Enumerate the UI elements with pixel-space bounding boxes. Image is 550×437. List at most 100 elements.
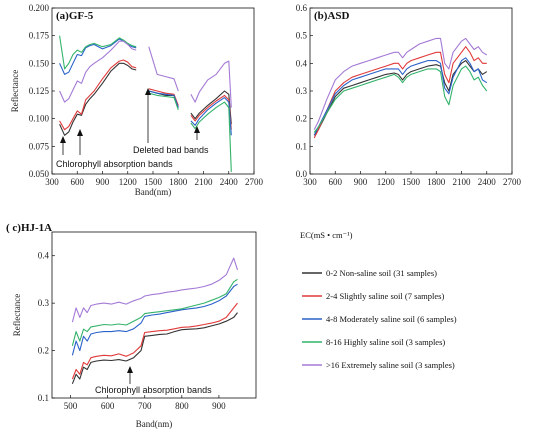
series-line <box>59 40 137 103</box>
x-tick-label: 500 <box>64 401 78 411</box>
x-tick-label: 300 <box>303 177 317 187</box>
series-line <box>190 97 232 136</box>
y-tick-label: 0.2 <box>296 114 307 124</box>
y-tick-label: 0.175 <box>29 31 50 41</box>
y-tick-label: 0.075 <box>29 141 50 151</box>
legend-label: 2-4 Slightly saline soil (7 samples) <box>326 291 444 301</box>
series-line <box>71 278 238 346</box>
panel-asd-title: (b)ASD <box>314 10 350 22</box>
y-tick-label: 0.200 <box>29 3 50 13</box>
chlorophyll-label-gf5: Chlorophyll absorption bands <box>56 159 173 169</box>
panel-hj1a: ( c)HJ-1A Reflectance Band(nm) 500 600 700… <box>6 222 257 429</box>
series-line <box>190 101 232 172</box>
x-tick-label: 1200 <box>119 177 138 187</box>
chlorophyll-annotation-hj1a: Chlorophyll absorption bands <box>95 366 212 395</box>
y-tick-label: 0.3 <box>38 298 50 308</box>
chlorophyll-annotation-gf5: Chlorophyll absorption bands <box>56 129 173 169</box>
series-line <box>190 90 232 125</box>
panel-gf5-xlabel: Band(nm) <box>135 187 172 197</box>
x-tick-label: 1800 <box>427 177 446 187</box>
series-line <box>71 312 238 384</box>
series-line <box>313 60 488 136</box>
y-tick-label: 0.4 <box>38 251 50 261</box>
series-line <box>59 59 137 131</box>
deleted-bands-annotation: Deleted bad bands <box>133 88 209 155</box>
panel-hj1a-xlabel: Band(nm) <box>136 419 173 429</box>
series-line <box>190 60 232 108</box>
legend-title: EC(mS • cm⁻¹) <box>300 230 353 240</box>
x-tick-label: 600 <box>329 177 343 187</box>
y-tick-label: 0.150 <box>29 58 50 68</box>
legend-label: 4-8 Moderately saline soil (6 samples) <box>326 314 457 324</box>
legend: EC(mS • cm⁻¹) 0-2 Non-saline soil (31 sa… <box>300 230 457 370</box>
y-tick-label: 0.0 <box>296 169 308 179</box>
y-tick-label: 0.1 <box>38 393 49 403</box>
panel-gf5-series <box>59 35 232 172</box>
x-tick-label: 1200 <box>377 177 396 187</box>
chlorophyll-arrowhead-hj1a <box>127 366 133 373</box>
series-line <box>313 65 488 133</box>
panel-gf5: (a)GF-5 Reflectance Band(nm) 300 600 900 12… <box>10 3 264 197</box>
x-tick-label: 600 <box>71 177 85 187</box>
panel-asd: (b)ASD 300 600 900 1200 1500 1800 2100 2400 2700… <box>296 3 522 187</box>
x-tick-label: 700 <box>138 401 152 411</box>
panel-gf5-ticks: 300 600 900 1200 1500 1800 2100 2400 2700 0.050 0.… <box>29 3 264 187</box>
x-tick-label: 1800 <box>169 177 188 187</box>
y-tick-label: 0.5 <box>296 31 308 41</box>
panel-hj1a-ticks: 500 600 700 800 900 0.1 0.2 0.3 0.4 <box>38 251 226 411</box>
y-tick-label: 0.100 <box>29 114 50 124</box>
panel-hj1a-frame <box>51 231 257 399</box>
x-tick-label: 2100 <box>453 177 472 187</box>
chlorophyll-arrowhead-right <box>77 129 83 136</box>
x-tick-label: 800 <box>175 401 189 411</box>
legend-items: 0-2 Non-saline soil (31 samples) 2-4 Slig… <box>302 268 457 370</box>
panel-asd-series <box>313 37 488 139</box>
x-tick-label: 600 <box>101 401 115 411</box>
x-tick-label: 1500 <box>402 177 421 187</box>
x-tick-label: 900 <box>354 177 368 187</box>
chlorophyll-label-hj1a: Chlorophyll absorption bands <box>95 385 212 395</box>
x-tick-label: 900 <box>96 177 110 187</box>
series-line <box>71 302 238 380</box>
panel-gf5-ylabel: Reflectance <box>10 70 20 112</box>
x-tick-label: 300 <box>45 177 59 187</box>
series-line <box>148 46 179 92</box>
x-tick-label: 900 <box>212 401 226 411</box>
series-line <box>148 90 179 108</box>
y-tick-label: 0.3 <box>296 86 308 96</box>
y-tick-label: 0.6 <box>296 3 308 13</box>
panel-hj1a-series <box>71 257 239 384</box>
series-line <box>313 37 488 130</box>
panel-hj1a-title: ( c)HJ-1A <box>6 222 52 234</box>
panel-asd-ticks: 300 600 900 1200 1500 1800 2100 2400 2700 0.0 0.1 0… <box>296 3 522 187</box>
deleted-bands-arrowhead-2 <box>194 126 200 133</box>
deleted-bands-label: Deleted bad bands <box>133 145 209 155</box>
series-line <box>59 35 137 70</box>
series-line <box>148 92 179 110</box>
legend-label: 8-16 Highly saline soil (3 samples) <box>326 337 445 347</box>
panel-gf5-title: (a)GF-5 <box>56 10 94 22</box>
chlorophyll-arrowhead-left <box>60 136 66 143</box>
x-tick-label: 2700 <box>245 177 264 187</box>
y-tick-label: 0.1 <box>296 141 307 151</box>
series-line <box>190 94 232 130</box>
deleted-bands-arrowhead <box>145 88 151 95</box>
series-line <box>71 283 238 356</box>
y-tick-label: 0.2 <box>38 346 49 356</box>
panel-hj1a-ylabel: Reflectance <box>12 294 22 336</box>
y-tick-label: 0.125 <box>29 86 50 96</box>
x-tick-label: 2400 <box>478 177 497 187</box>
x-tick-label: 2400 <box>220 177 239 187</box>
legend-label: >16 Extremely saline soil (3 samples) <box>326 360 455 370</box>
x-tick-label: 1500 <box>144 177 163 187</box>
x-tick-label: 2700 <box>503 177 522 187</box>
series-line <box>313 57 488 136</box>
series-line <box>313 46 487 139</box>
x-tick-label: 2100 <box>195 177 214 187</box>
series-line <box>71 257 239 323</box>
y-tick-label: 0.050 <box>29 169 50 179</box>
legend-label: 0-2 Non-saline soil (31 samples) <box>326 268 437 278</box>
y-tick-label: 0.4 <box>296 58 308 68</box>
series-line <box>59 62 137 136</box>
